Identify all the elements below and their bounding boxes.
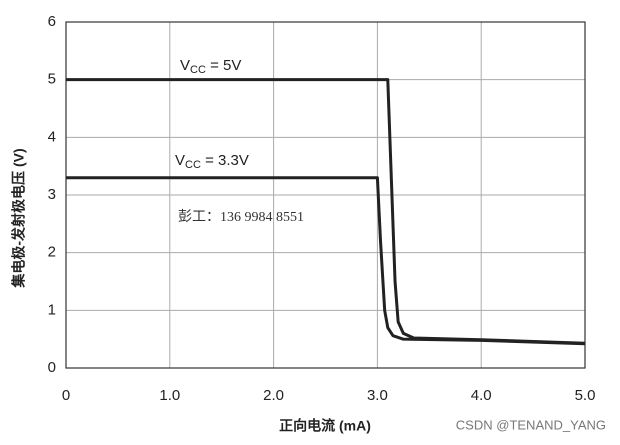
series-label: VCC = 5V: [180, 57, 241, 76]
x-tick-label: 5.0: [575, 387, 596, 404]
x-tick-label: 0: [62, 387, 70, 404]
label-part: = 5V: [206, 57, 241, 74]
y-axis-title: 集电极-发射极电压 (V): [11, 148, 27, 288]
watermark: 彭工：136 9984 8551: [178, 209, 304, 225]
x-tick-label: 1.0: [159, 387, 180, 404]
label-subscript: CC: [185, 159, 201, 171]
y-tick-label: 0: [48, 359, 56, 376]
label-part: V: [180, 57, 190, 74]
series-line: [66, 78, 586, 345]
label-part: = 3.3V: [201, 152, 249, 169]
label-subscript: CC: [190, 64, 206, 76]
y-tick-label: 3: [48, 186, 56, 203]
label-part: V: [175, 152, 185, 169]
y-tick-label: 6: [48, 13, 56, 30]
y-tick-label: 2: [48, 244, 56, 261]
source-note: CSDN @TENAND_YANG: [456, 417, 606, 432]
y-tick-label: 4: [48, 128, 56, 145]
plot-frame: [65, 21, 586, 369]
x-tick-label: 4.0: [471, 387, 492, 404]
x-tick-label: 2.0: [263, 387, 284, 404]
x-tick-label: 3.0: [367, 387, 388, 404]
x-axis-title: 正向电流 (mA): [279, 418, 371, 434]
series-label: VCC = 3.3V: [175, 152, 249, 171]
y-tick-label: 5: [48, 71, 56, 88]
series-line: [66, 176, 586, 346]
y-tick-label: 1: [48, 301, 56, 318]
